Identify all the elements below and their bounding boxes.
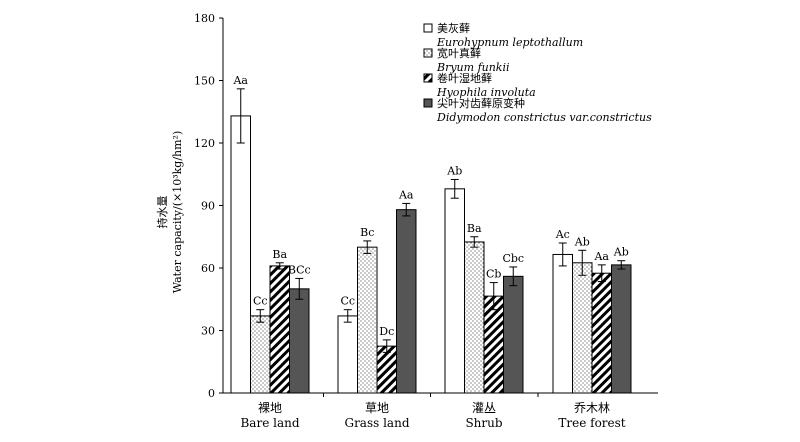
bar bbox=[591, 272, 612, 394]
legend-swatch bbox=[423, 98, 433, 108]
x-tick-label-zh: 乔木林 bbox=[574, 401, 610, 415]
bar bbox=[269, 265, 290, 394]
bar bbox=[230, 115, 251, 394]
legend-name-zh: 宽叶真藓 bbox=[437, 46, 481, 60]
y-tick-label: 90 bbox=[201, 200, 215, 213]
legend-name-sci: Eurohypnum leptothallum bbox=[436, 36, 583, 49]
y-tick-label: 0 bbox=[208, 387, 215, 400]
x-tick-label-en: Shrub bbox=[465, 416, 502, 430]
bar bbox=[572, 262, 593, 394]
y-axis-label-zh: 持水量 bbox=[155, 196, 169, 229]
bar bbox=[464, 241, 485, 394]
data-label: Dc bbox=[379, 325, 394, 338]
data-label: Bc bbox=[360, 226, 374, 239]
x-tick-label-en: Tree forest bbox=[558, 416, 625, 430]
legend-swatch bbox=[423, 48, 433, 58]
legend-name-sci: Didymodon constrictus var.constrictus bbox=[436, 111, 652, 124]
x-tick-label-zh: 灌丛 bbox=[472, 401, 496, 415]
data-label: Aa bbox=[232, 74, 248, 87]
bar bbox=[444, 188, 465, 394]
bar bbox=[396, 209, 417, 394]
bar bbox=[503, 275, 524, 394]
data-label: Ab bbox=[613, 246, 629, 259]
bar bbox=[357, 246, 378, 394]
y-axis-label-en: Water capacity/(×10³kg/hm²) bbox=[171, 131, 184, 293]
legend-name-zh: 尖叶对齿藓原变种 bbox=[437, 96, 525, 110]
bar bbox=[376, 345, 397, 394]
bar bbox=[289, 288, 310, 394]
x-tick-label-en: Bare land bbox=[240, 416, 299, 430]
data-label: Aa bbox=[398, 188, 414, 201]
data-label: Cb bbox=[486, 268, 501, 281]
y-tick-label: 60 bbox=[201, 262, 215, 275]
y-tick-label: 30 bbox=[201, 325, 215, 338]
data-label: Cc bbox=[340, 295, 355, 308]
y-tick-label: 150 bbox=[194, 75, 215, 88]
data-label: Cc bbox=[253, 295, 268, 308]
data-label: Ac bbox=[555, 228, 570, 241]
y-tick-label: 120 bbox=[194, 137, 215, 150]
data-label: Aa bbox=[593, 250, 609, 263]
y-tick-label: 180 bbox=[194, 12, 215, 25]
legend-name-sci: Hyophila involuta bbox=[436, 86, 536, 99]
data-label: BCc bbox=[288, 263, 311, 276]
legend-name-zh: 卷叶湿地藓 bbox=[437, 71, 492, 85]
legend-name-sci: Bryum funkii bbox=[436, 61, 510, 74]
legend-name-zh: 美灰藓 bbox=[437, 21, 470, 35]
x-tick-label-zh: 裸地 bbox=[258, 400, 282, 415]
x-tick-label-en: Grass land bbox=[344, 416, 409, 430]
legend-swatch bbox=[423, 23, 433, 33]
bar bbox=[552, 253, 573, 394]
data-label: Ab bbox=[574, 235, 590, 248]
bar bbox=[483, 295, 504, 394]
data-label: Ba bbox=[272, 248, 287, 261]
data-label: Cbc bbox=[502, 252, 524, 265]
data-label: Ab bbox=[446, 164, 462, 177]
data-label: Ba bbox=[467, 222, 482, 235]
y-axis: 0 30 60 90 120 150 180 bbox=[194, 12, 224, 400]
bar bbox=[611, 264, 632, 394]
bar bbox=[337, 315, 358, 394]
legend-swatch bbox=[423, 73, 433, 83]
bar bbox=[250, 315, 271, 394]
x-tick-label-zh: 草地 bbox=[365, 401, 389, 415]
